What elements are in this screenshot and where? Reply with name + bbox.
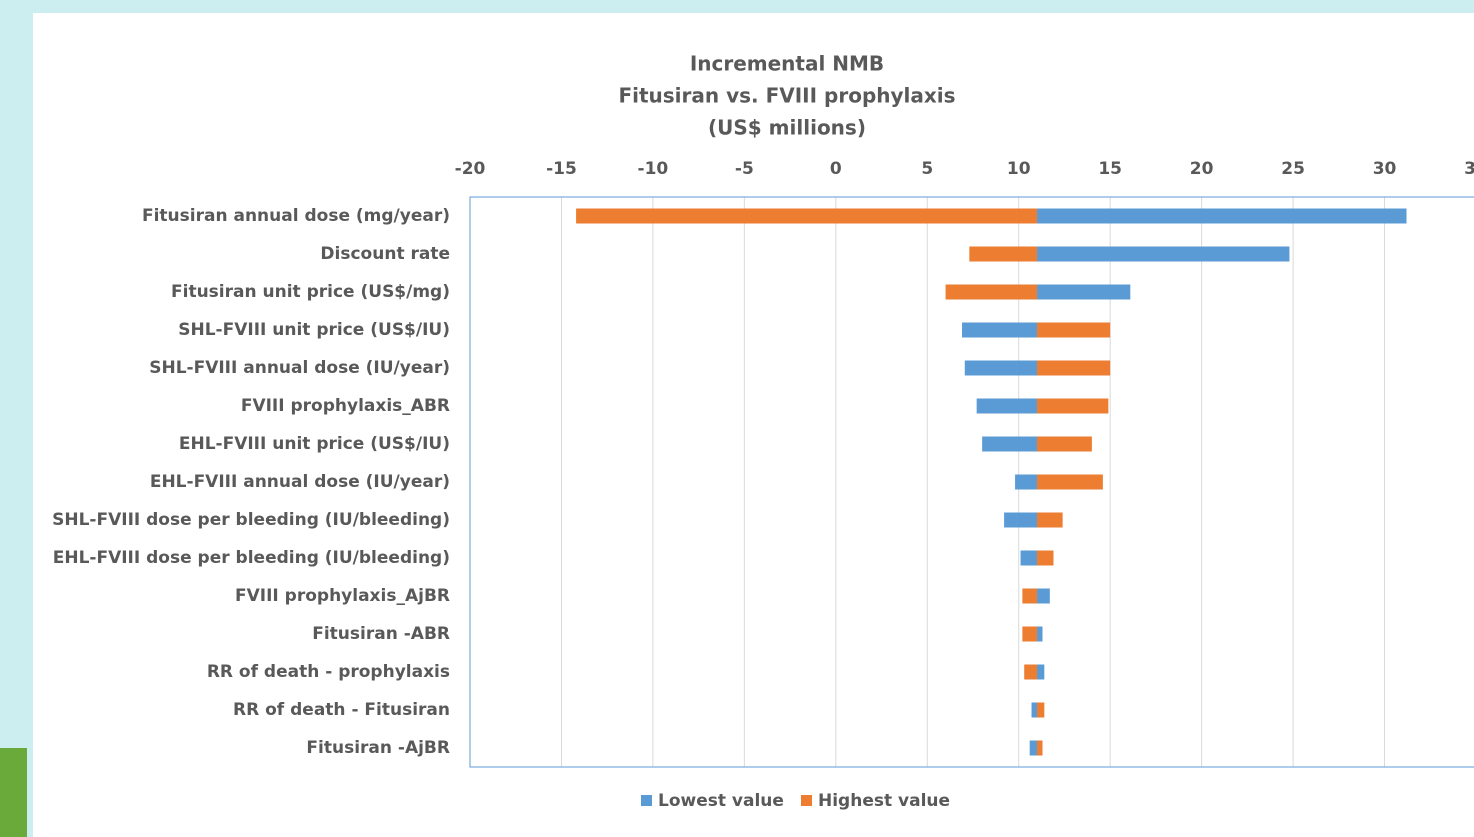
y-tick-label: SHL-FVIII unit price (US$/IU) xyxy=(178,320,450,340)
bar xyxy=(1037,550,1054,566)
bar xyxy=(1037,626,1043,642)
bar xyxy=(962,322,1038,338)
bar xyxy=(1037,588,1050,604)
x-tick-label: 20 xyxy=(1190,159,1214,179)
y-tick-label: FVIII prophylaxis_ABR xyxy=(241,396,450,416)
y-tick-label: RR of death - prophylaxis xyxy=(207,662,450,682)
bar xyxy=(1037,208,1407,224)
y-tick-label: Fitusiran unit price (US$/mg) xyxy=(171,282,450,302)
chart-title: (US$ millions) xyxy=(708,116,866,140)
x-tick-label: 5 xyxy=(921,159,933,179)
chart-title: Incremental NMB xyxy=(690,52,884,76)
bar xyxy=(1037,474,1103,490)
x-tick-label: -10 xyxy=(638,159,669,179)
legend-swatch xyxy=(641,795,652,806)
bar xyxy=(1022,626,1038,642)
bar xyxy=(1024,664,1038,680)
bar xyxy=(969,246,1038,262)
x-tick-label: 25 xyxy=(1281,159,1305,179)
y-tick-label: Discount rate xyxy=(320,244,450,264)
bar xyxy=(1037,322,1111,338)
y-tick-label: EHL-FVIII annual dose (IU/year) xyxy=(150,472,450,492)
y-tick-label: Fitusiran -ABR xyxy=(312,624,450,644)
x-tick-label: -20 xyxy=(455,159,486,179)
bar xyxy=(576,208,1038,224)
bar xyxy=(1037,246,1290,262)
legend-swatch xyxy=(801,795,812,806)
legend-label: Highest value xyxy=(818,791,950,811)
x-tick-label: 30 xyxy=(1373,159,1397,179)
bar xyxy=(1037,702,1045,718)
bar xyxy=(1015,474,1038,490)
x-tick-label: 10 xyxy=(1007,159,1031,179)
bar xyxy=(1037,398,1109,414)
bar xyxy=(1020,550,1038,566)
bar xyxy=(976,398,1038,414)
y-tick-label: SHL-FVIII dose per bleeding (IU/bleeding… xyxy=(52,510,450,530)
legend-label: Lowest value xyxy=(658,791,784,811)
x-tick-label: -5 xyxy=(735,159,754,179)
y-tick-label: FVIII prophylaxis_AjBR xyxy=(235,586,450,606)
bar xyxy=(964,360,1038,376)
bar xyxy=(1031,702,1038,718)
bar xyxy=(1022,588,1038,604)
bar xyxy=(1037,284,1131,300)
bar xyxy=(1037,360,1111,376)
x-tick-label: 0 xyxy=(830,159,842,179)
y-tick-label: EHL-FVIII unit price (US$/IU) xyxy=(179,434,450,454)
bar xyxy=(1037,740,1043,756)
y-tick-label: SHL-FVIII annual dose (IU/year) xyxy=(149,358,450,378)
x-tick-label: 35 xyxy=(1464,159,1474,179)
x-tick-label: -15 xyxy=(546,159,577,179)
bar xyxy=(1037,512,1063,528)
y-tick-label: EHL-FVIII dose per bleeding (IU/bleeding… xyxy=(53,548,450,568)
bar xyxy=(982,436,1038,452)
bar xyxy=(945,284,1038,300)
y-tick-label: RR of death - Fitusiran xyxy=(233,700,450,720)
x-tick-label: 15 xyxy=(1098,159,1122,179)
bar xyxy=(1029,740,1038,756)
y-tick-label: Fitusiran annual dose (mg/year) xyxy=(142,206,450,226)
y-tick-label: Fitusiran -AjBR xyxy=(306,738,450,758)
accent xyxy=(0,748,27,837)
plot-border xyxy=(469,196,1474,768)
chart-title: Fitusiran vs. FVIII prophylaxis xyxy=(618,84,955,108)
bar xyxy=(1037,436,1092,452)
bar xyxy=(1037,664,1045,680)
panel xyxy=(33,13,1474,837)
bar xyxy=(1004,512,1038,528)
